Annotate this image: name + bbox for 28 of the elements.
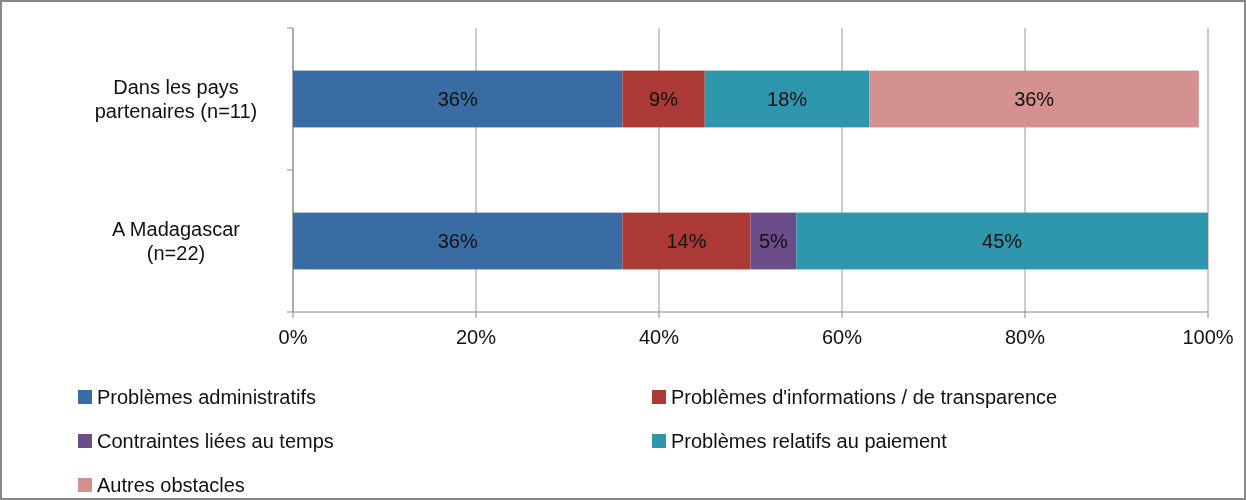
bar — [293, 70, 623, 128]
data-label: 36% — [1014, 88, 1055, 110]
legend-label: Problèmes d'informations / de transparence — [671, 386, 1058, 408]
y-tick-label: A Madagascar (n=22) — [112, 218, 241, 264]
bar — [869, 70, 1199, 128]
x-tick-label: 0% — [278, 326, 308, 348]
bar — [293, 212, 623, 270]
y-tick-label: Dans les pays partenaires (n=11) — [94, 76, 258, 122]
data-label: 45% — [982, 230, 1023, 252]
data-label: 18% — [767, 88, 808, 110]
bar — [796, 212, 1208, 270]
legend-label: Problèmes administratifs — [97, 386, 316, 408]
legend-label: Contraintes liées au temps — [97, 430, 334, 452]
x-tick-label: 80% — [1004, 326, 1046, 348]
legend-label: Problèmes relatifs au paiement — [671, 430, 948, 452]
data-label: 9% — [649, 88, 679, 110]
bar — [622, 70, 705, 128]
x-tick-label: 60% — [821, 326, 863, 348]
bar — [704, 70, 870, 128]
data-label: 5% — [758, 230, 789, 252]
x-tick-label: 20% — [455, 326, 497, 348]
data-label: 14% — [666, 230, 707, 252]
legend-label: Autres obstacles — [97, 474, 245, 496]
data-label: 36% — [437, 88, 478, 110]
bar — [622, 212, 751, 270]
x-tick-label: 40% — [638, 326, 680, 348]
x-tick-label: 100% — [1182, 326, 1234, 348]
data-label: 36% — [437, 230, 478, 252]
